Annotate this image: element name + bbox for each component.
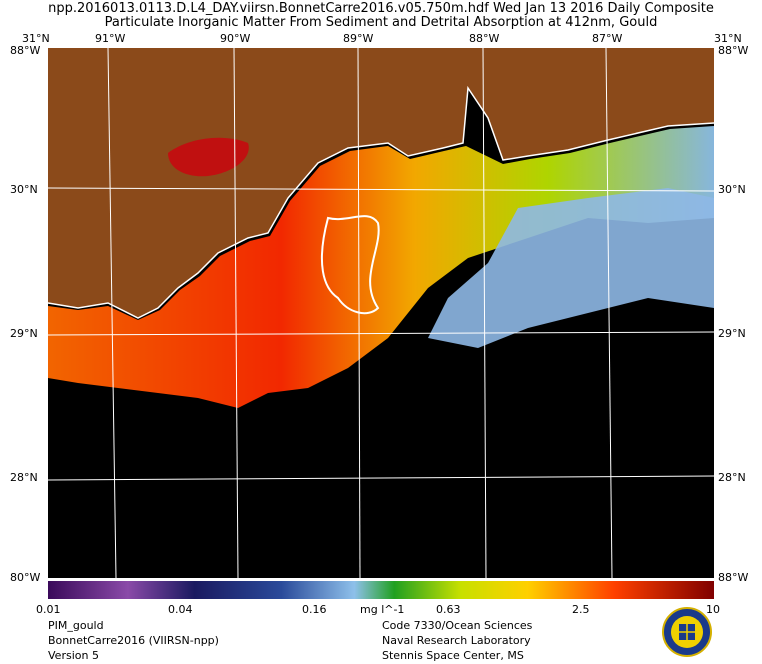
land-mass <box>48 48 714 318</box>
corner-label-bottom-left: 80°W <box>10 571 41 584</box>
sediment-plume <box>48 126 714 408</box>
mississippi-delta <box>321 215 380 315</box>
colorbar <box>48 581 714 599</box>
lat-label-29n-left: 29°N <box>10 327 38 340</box>
lat-label-28n-right: 28°N <box>718 471 746 484</box>
footer-left: PIM_gould BonnetCarre2016 (VIIRSN-npp) V… <box>48 618 219 663</box>
lat-label-29n-right: 29°N <box>718 327 746 340</box>
corner-label-top-right: 31°N <box>714 32 742 45</box>
colorbar-tick-2: 0.16 <box>302 603 327 616</box>
title-line-2: Particulate Inorganic Matter From Sedime… <box>104 15 658 30</box>
product-name: PIM_gould <box>48 619 104 632</box>
colorbar-tick-0: 0.01 <box>36 603 61 616</box>
graticule <box>48 48 714 578</box>
corner-label-bottom-right: 88°W <box>718 571 749 584</box>
corner-label-right-over: 88°W <box>718 44 749 57</box>
title-line-1: npp.2016013.0113.D.L4_DAY.viirsn.BonnetC… <box>48 1 714 16</box>
lat-label-30n-right: 30°N <box>718 183 746 196</box>
dataset-name: BonnetCarre2016 (VIIRSN-npp) <box>48 634 219 647</box>
lon-label-91w: 91°W <box>95 32 126 45</box>
org-name: Naval Research Laboratory <box>382 634 531 647</box>
colorbar-tick-5: 10 <box>706 603 720 616</box>
lat-label-28n-left: 28°N <box>10 471 38 484</box>
lake-pontchartrain <box>168 137 249 177</box>
lon-label-87w: 87°W <box>592 32 623 45</box>
version-label: Version 5 <box>48 649 99 662</box>
corner-label-top-left: 31°N <box>22 32 50 45</box>
colorbar-unit: mg l^-1 <box>360 603 405 616</box>
org-location: Stennis Space Center, MS <box>382 649 524 662</box>
corner-label-left-over: 88°W <box>10 44 41 57</box>
lat-label-30n-left: 30°N <box>10 183 38 196</box>
lon-label-90w: 90°W <box>220 32 251 45</box>
colorbar-tick-3: 0.63 <box>436 603 461 616</box>
nrl-logo <box>662 607 712 657</box>
colorbar-tick-1: 0.04 <box>168 603 193 616</box>
coastline <box>48 85 714 319</box>
lon-label-89w: 89°W <box>343 32 374 45</box>
footer-right: Code 7330/Ocean Sciences Naval Research … <box>382 618 532 663</box>
org-code: Code 7330/Ocean Sciences <box>382 619 533 632</box>
lon-label-88w: 88°W <box>469 32 500 45</box>
colorbar-tick-4: 2.5 <box>572 603 590 616</box>
clear-water-patch <box>428 188 714 348</box>
map-panel <box>48 48 714 578</box>
